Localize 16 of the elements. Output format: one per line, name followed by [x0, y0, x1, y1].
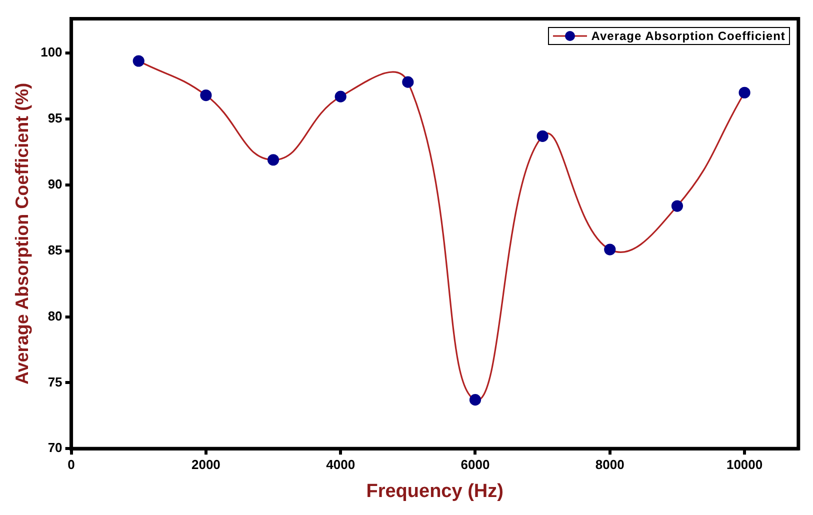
x-axis-title: Frequency (Hz): [366, 480, 504, 502]
x-tick-label: 10000: [726, 456, 763, 472]
x-tick-label: 0: [68, 456, 75, 472]
y-tick-label: 95: [48, 110, 62, 126]
legend-label: Average Absorption Coefficient: [591, 28, 786, 43]
x-tick-label: 6000: [460, 456, 490, 472]
y-tick-label: 80: [48, 308, 62, 324]
x-tick-label: 8000: [595, 456, 624, 472]
y-tick-label: 90: [48, 176, 62, 192]
x-tick-label: 4000: [326, 456, 356, 472]
x-tick-label: 2000: [191, 456, 220, 472]
y-tick-label: 70: [48, 440, 62, 456]
y-tick-label: 85: [48, 242, 62, 258]
y-tick-label: 100: [40, 44, 62, 60]
y-tick-label: 75: [48, 374, 62, 390]
y-axis-title: Average Absorption Coefficient (%): [12, 82, 32, 385]
